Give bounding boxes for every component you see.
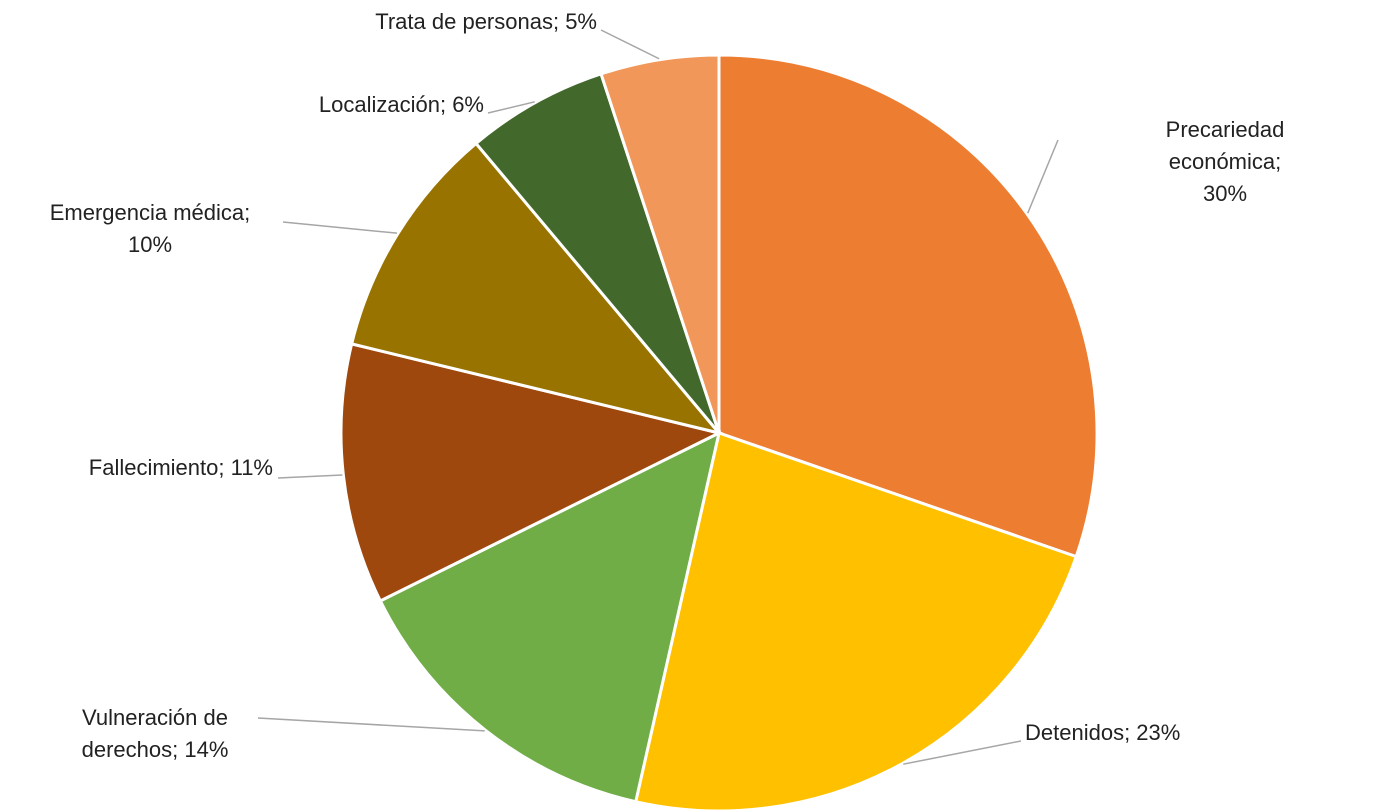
pie-slice: [378, 430, 722, 804]
leader-line: [487, 101, 535, 114]
leader-line: [1027, 139, 1059, 214]
pie-slice: [473, 71, 721, 434]
data-label: Emergencia médica; 10%: [49, 200, 251, 257]
data-label: Precariedad económica; 30%: [1165, 117, 1285, 206]
pie-slice: [633, 431, 1079, 810]
pie-slice: [339, 342, 724, 603]
pie-slice: [717, 53, 1099, 559]
leader-line: [282, 221, 398, 234]
leader-line: [257, 717, 485, 732]
data-label: Vulneración de derechos; 14%: [81, 705, 229, 762]
pie-slice: [599, 53, 721, 434]
leader-line: [277, 474, 343, 479]
leader-line: [903, 740, 1022, 765]
data-label: Fallecimiento; 11%: [88, 455, 273, 480]
leader-line: [600, 29, 660, 60]
pie-slice: [349, 141, 724, 436]
data-label: Trata de personas; 5%: [375, 9, 597, 34]
data-label: Localización; 6%: [318, 92, 484, 117]
data-label: Detenidos; 23%: [1025, 720, 1181, 745]
